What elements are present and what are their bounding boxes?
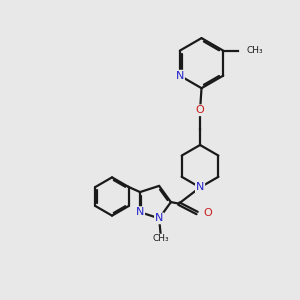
Text: O: O xyxy=(204,208,212,218)
Text: N: N xyxy=(176,71,184,81)
Text: O: O xyxy=(196,105,204,115)
Text: N: N xyxy=(136,207,144,217)
Text: N: N xyxy=(155,213,163,224)
Text: CH₃: CH₃ xyxy=(153,235,169,244)
Text: CH₃: CH₃ xyxy=(246,46,263,55)
Text: N: N xyxy=(196,182,204,192)
